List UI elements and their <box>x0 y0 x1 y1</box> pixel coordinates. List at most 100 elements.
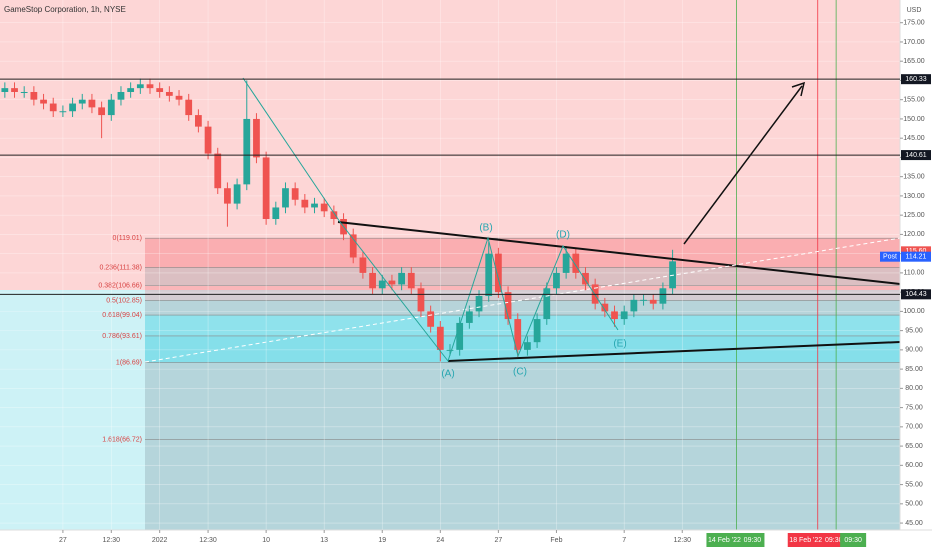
candle-body <box>69 103 76 112</box>
candle-body <box>20 91 28 93</box>
candle-body <box>417 288 425 312</box>
x-tick-label: 24 <box>436 537 444 544</box>
fib-group: 0(119.01) 0.236(111.38) 0.382(106.66) 0.5(1… <box>98 235 900 530</box>
candle-body <box>649 299 657 304</box>
x-tick-label: 13 <box>320 537 328 544</box>
candle-body <box>165 91 173 96</box>
date-badge <box>706 533 765 547</box>
post-name: Post <box>883 254 897 261</box>
candle-body <box>185 99 193 116</box>
candle-body <box>320 203 328 212</box>
candle-body <box>553 272 560 289</box>
post-price-label: 114.21 <box>906 254 927 261</box>
candle-body <box>436 326 444 350</box>
candle-body <box>30 91 38 100</box>
y-tick-label: 80.00 <box>905 385 923 392</box>
wave-label: (B) <box>479 223 492 234</box>
wave-label: (E) <box>613 339 626 350</box>
candle-body <box>398 272 405 285</box>
candle-body <box>175 95 183 100</box>
candle-body <box>136 84 144 89</box>
arrow-head <box>791 81 806 97</box>
wave-line <box>242 77 619 363</box>
fib-label: 1(86.69) <box>116 359 142 366</box>
x-tick-label: 10 <box>262 537 270 544</box>
candle-body <box>88 99 96 108</box>
candle-body <box>214 153 222 189</box>
candle-body <box>146 84 154 89</box>
y-tick-label: 170.00 <box>903 39 925 46</box>
candle-body <box>330 211 338 220</box>
candle-body <box>156 88 164 92</box>
candle-body <box>262 157 270 220</box>
candle-body <box>272 207 280 220</box>
wave-label: (D) <box>556 230 570 241</box>
candle-body <box>49 103 57 112</box>
candle-body <box>40 99 47 104</box>
y-tick-label: 55.00 <box>905 481 923 488</box>
candle-body <box>311 203 318 208</box>
y-tick-label: 110.00 <box>904 270 925 277</box>
y-tick-label: 60.00 <box>905 462 923 469</box>
candle-body <box>630 299 638 312</box>
candle-body <box>446 349 454 351</box>
candle-body <box>640 299 647 301</box>
date-badge <box>840 533 867 547</box>
y-tick-label: 95.00 <box>905 327 923 334</box>
x-tick-label: 12:30 <box>103 537 121 544</box>
wave-label: (C) <box>513 367 527 378</box>
candle-body <box>601 303 609 312</box>
fib-band <box>145 300 900 316</box>
fib-band <box>145 285 900 301</box>
dashed-line <box>144 237 901 363</box>
y-tick-label: 155.00 <box>903 97 925 104</box>
date-badge <box>787 533 846 547</box>
candle-body <box>282 188 289 208</box>
candle-body <box>465 311 473 323</box>
price-line-badge <box>901 74 931 85</box>
last-price-badge <box>901 246 931 257</box>
fib-band <box>145 267 900 286</box>
candle-body <box>378 280 386 289</box>
y-tick-label: 135.00 <box>903 174 925 181</box>
candle-body <box>620 311 628 320</box>
fib-band <box>145 439 900 530</box>
candle-body <box>11 88 18 92</box>
post-tag <box>880 251 900 262</box>
time-axis <box>0 530 932 550</box>
candle-body <box>572 253 580 273</box>
candle-body <box>78 99 86 104</box>
date-label: 14 Feb '22 <box>708 537 741 544</box>
candle-body <box>1 88 9 92</box>
y-tick-label: 45.00 <box>905 520 923 527</box>
price-line-label: 160.33 <box>905 76 927 83</box>
price-line-label: 140.61 <box>905 152 927 159</box>
candle-body <box>98 107 105 116</box>
y-tick-label: 145.00 <box>903 135 925 142</box>
fib-label: 0.5(102.85) <box>106 297 142 304</box>
candle-body <box>524 342 531 350</box>
candle-body <box>562 253 570 273</box>
x-tick-label: 7 <box>622 537 626 544</box>
upper-zone <box>0 0 900 290</box>
candle-body <box>388 280 396 285</box>
fib-label: 0.382(106.66) <box>98 283 142 290</box>
candle-body <box>107 99 115 116</box>
candle-body <box>117 91 125 100</box>
y-tick-label: 70.00 <box>905 424 923 431</box>
y-tick-label: 125.00 <box>903 212 925 219</box>
fib-label: 1.618(66.72) <box>102 436 142 443</box>
candle-body <box>427 311 435 327</box>
fib-label: 0.236(111.38) <box>99 264 142 271</box>
x-tick-label: 12:30 <box>199 537 217 544</box>
candle-body <box>359 257 367 273</box>
trend-line <box>337 221 901 285</box>
candle-body <box>233 184 241 204</box>
y-tick-label: 165.00 <box>903 58 925 65</box>
y-tick-label: 130.00 <box>903 193 925 200</box>
candle-body <box>504 292 512 320</box>
currency: USD <box>907 7 922 14</box>
projection-arrow <box>683 85 803 245</box>
candle-body <box>204 126 212 154</box>
